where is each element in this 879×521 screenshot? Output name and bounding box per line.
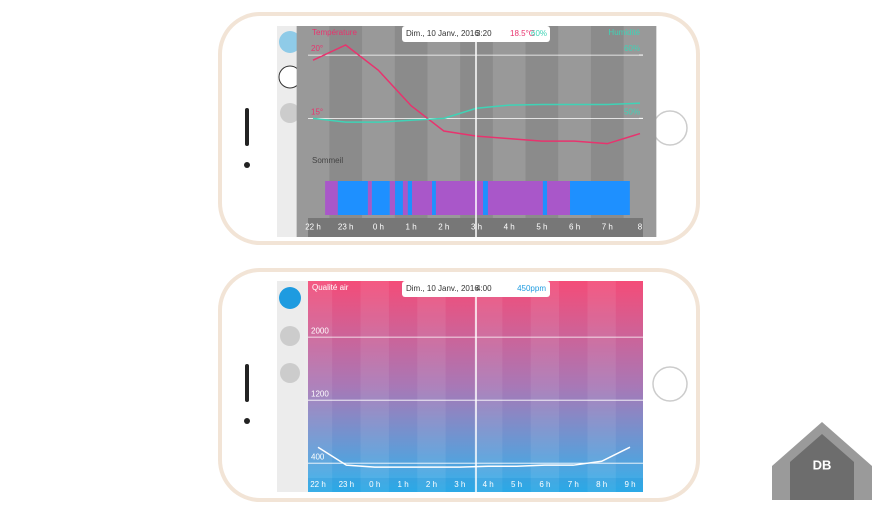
series-name: Qualité air bbox=[312, 283, 349, 292]
sleep-segment bbox=[337, 181, 368, 215]
sleep-segment bbox=[432, 181, 436, 215]
sleep-segment bbox=[407, 181, 413, 215]
sleep-segment bbox=[412, 181, 433, 215]
tooltip-humidity: 60% bbox=[531, 29, 547, 38]
chart: 20° 15° 60% 50% Sommeil Température Humidité 22… bbox=[296, 26, 657, 237]
x-tick-label: 2 h bbox=[438, 223, 449, 232]
sleep-segment bbox=[371, 181, 390, 215]
series-name: Température bbox=[312, 28, 357, 37]
hour-band bbox=[530, 281, 560, 492]
y-tick-label: 15° bbox=[311, 107, 323, 116]
home-button[interactable] bbox=[652, 110, 688, 146]
x-tick-label: 22 h bbox=[305, 223, 321, 232]
x-tick-label: 0 h bbox=[373, 223, 384, 232]
y2-tick-label: 50% bbox=[624, 107, 640, 116]
tooltip bbox=[402, 26, 550, 42]
x-tick-label: 8 h bbox=[596, 480, 607, 489]
x-tick-label: 4 h bbox=[504, 223, 515, 232]
hour-band bbox=[296, 26, 330, 237]
x-tick-label: 5 h bbox=[511, 480, 522, 489]
sleep-segment bbox=[483, 181, 488, 215]
logo-text: DB bbox=[813, 457, 832, 472]
hour-band bbox=[417, 281, 446, 492]
home-button[interactable] bbox=[652, 366, 688, 402]
woman-icon[interactable] bbox=[280, 363, 300, 383]
y-tick-label: 20° bbox=[311, 44, 323, 53]
hour-band bbox=[587, 281, 616, 492]
data-line bbox=[317, 446, 631, 468]
x-tick-label: 5 h bbox=[536, 223, 547, 232]
sleep-label: Sommeil bbox=[312, 156, 343, 165]
sleep-segment bbox=[487, 181, 543, 215]
sleep-segment bbox=[542, 181, 548, 215]
woman-icon[interactable] bbox=[280, 103, 300, 123]
y-tick-label: 2000 bbox=[311, 326, 329, 335]
tooltip-time: 3:20 bbox=[476, 29, 492, 38]
speaker bbox=[245, 364, 249, 402]
camera bbox=[244, 418, 250, 424]
hour-band bbox=[360, 281, 389, 492]
series-name: Humidité bbox=[608, 28, 640, 37]
y-tick-label: 400 bbox=[311, 452, 325, 461]
x-tick-label: 6 h bbox=[539, 480, 550, 489]
sleep-segment bbox=[389, 181, 396, 215]
sleep-segment bbox=[367, 181, 372, 215]
x-tick-label: 1 h bbox=[406, 223, 417, 232]
sleep-segment bbox=[547, 181, 571, 215]
speaker bbox=[245, 108, 249, 146]
tooltip-value: 450ppm bbox=[517, 284, 546, 293]
x-tick-label: 1 h bbox=[398, 480, 409, 489]
tooltip-time: 4:00 bbox=[476, 284, 492, 293]
hour-band bbox=[303, 281, 333, 492]
x-tick-label: 0 h bbox=[369, 480, 380, 489]
tooltip-temp: 18.5°C bbox=[510, 29, 535, 38]
logo: DB bbox=[772, 422, 872, 500]
hour-band bbox=[474, 281, 503, 492]
x-tick-label: 3 h bbox=[454, 480, 465, 489]
sleep-segment bbox=[402, 181, 408, 215]
x-tick-label: 22 h bbox=[310, 480, 326, 489]
x-tick-label: 9 h bbox=[624, 480, 635, 489]
x-tick-label: 7 h bbox=[568, 480, 579, 489]
logo-house-inner bbox=[790, 434, 854, 500]
x-tick-label: 8 bbox=[638, 223, 643, 232]
sidebar bbox=[277, 281, 309, 492]
x-tick-label: 7 h bbox=[602, 223, 613, 232]
sleep-segment bbox=[395, 181, 403, 215]
home-icon[interactable] bbox=[279, 287, 301, 309]
sleep-segment bbox=[435, 181, 484, 215]
man-icon[interactable] bbox=[280, 326, 300, 346]
sleep-segment bbox=[570, 181, 630, 215]
x-tick-label: 23 h bbox=[338, 223, 354, 232]
tooltip-date: Dim., 10 Janv., 2016 bbox=[406, 284, 479, 293]
sleep-segment bbox=[325, 181, 338, 215]
y-tick-label: 1200 bbox=[311, 389, 329, 398]
x-tick-label: 6 h bbox=[569, 223, 580, 232]
home-icon[interactable] bbox=[279, 31, 301, 53]
chart: 2000 1200 400 Qualité air 22 h 23 h 0 h 1 h 2 h 3… bbox=[303, 281, 643, 492]
x-tick-label: 2 h bbox=[426, 480, 437, 489]
x-tick-label: 23 h bbox=[339, 480, 355, 489]
x-tick-label: 4 h bbox=[483, 480, 494, 489]
tooltip bbox=[402, 281, 550, 297]
y2-tick-label: 60% bbox=[624, 44, 640, 53]
tooltip-date: Dim., 10 Janv., 2016 bbox=[406, 29, 479, 38]
camera bbox=[244, 162, 250, 168]
